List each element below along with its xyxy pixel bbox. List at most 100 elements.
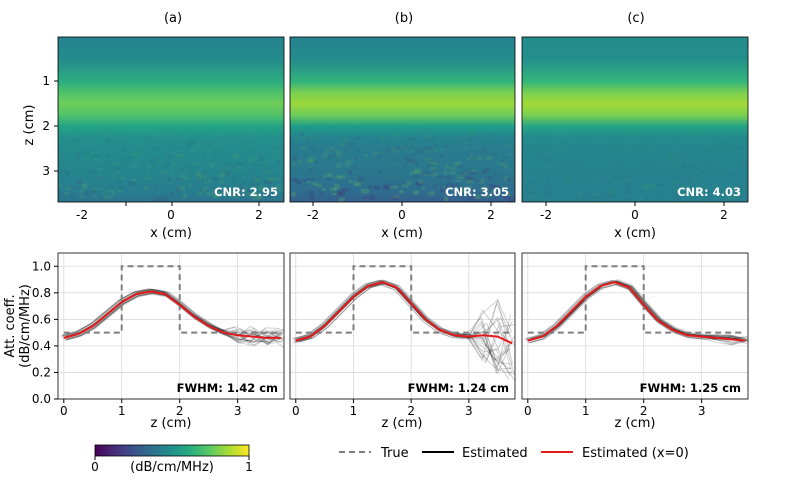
speckle-a-76 bbox=[249, 193, 254, 197]
speckle-c-159 bbox=[652, 139, 656, 142]
speckle-b-92 bbox=[425, 149, 430, 153]
speckle-c-30 bbox=[672, 194, 680, 198]
speckle-b-228 bbox=[379, 150, 387, 154]
speckle-c-168 bbox=[672, 126, 677, 130]
x-tick-a-1: 0 bbox=[167, 208, 175, 222]
speckle-a-230 bbox=[239, 134, 247, 137]
speckle-c-147 bbox=[620, 149, 626, 154]
speckle-c-4 bbox=[522, 192, 530, 198]
speckle-a-156 bbox=[84, 135, 87, 138]
speckle-c-76 bbox=[589, 181, 593, 184]
speckle-b-118 bbox=[489, 152, 497, 156]
speckle-a-147 bbox=[182, 177, 191, 180]
speckle-b-212 bbox=[466, 177, 475, 181]
speckle-c-53 bbox=[734, 195, 742, 199]
heatmap-frame-a bbox=[57, 36, 285, 203]
speckle-a-115 bbox=[197, 141, 202, 143]
speckle-a-246 bbox=[116, 165, 122, 170]
estimated-curve-a-16 bbox=[64, 293, 283, 346]
speckle-b-26 bbox=[315, 132, 322, 137]
speckle-b-135 bbox=[313, 160, 318, 164]
speckle-a-59 bbox=[175, 177, 184, 181]
speckle-b-197 bbox=[353, 165, 358, 170]
x-axis-label-b: x (cm) bbox=[381, 226, 423, 241]
line-x-tick-a-3: 3 bbox=[234, 404, 242, 418]
fwhm-label-a: FWHM: 1.42 cm bbox=[177, 381, 278, 395]
line-y-tick-a-2: 0.4 bbox=[32, 339, 51, 353]
line-x-tick-b-3: 3 bbox=[465, 404, 473, 418]
speckle-b-116 bbox=[306, 177, 314, 181]
line-x-tick-c-3: 3 bbox=[698, 404, 706, 418]
speckle-c-83 bbox=[583, 150, 590, 154]
speckle-c-254 bbox=[654, 152, 659, 155]
speckle-a-175 bbox=[76, 128, 79, 132]
line-panel-a: FWHM: 1.42 cm z (cm) Att. coeff. (dB/cm/MHz… bbox=[3, 252, 285, 431]
speckle-b-22 bbox=[445, 176, 453, 179]
speckle-c-220 bbox=[590, 126, 594, 128]
speckle-a-4 bbox=[235, 192, 242, 198]
speckle-a-163 bbox=[102, 149, 107, 153]
speckle-b-67 bbox=[469, 133, 475, 137]
y-tick-a-0: 1 bbox=[42, 74, 50, 88]
line-frame-a bbox=[57, 252, 285, 400]
speckle-b-105 bbox=[383, 184, 392, 189]
speckle-b-184 bbox=[391, 196, 399, 200]
speckle-a-225 bbox=[158, 173, 164, 177]
panel-label-c: (c) bbox=[627, 11, 644, 26]
speckle-b-236 bbox=[413, 174, 417, 179]
speckle-b-7 bbox=[319, 191, 323, 195]
speckle-a-214 bbox=[213, 193, 221, 198]
speckle-b-229 bbox=[420, 150, 424, 155]
speckle-c-165 bbox=[606, 187, 615, 190]
speckle-a-210 bbox=[218, 190, 225, 193]
speckle-a-252 bbox=[89, 189, 97, 194]
speckle-b-201 bbox=[465, 179, 474, 184]
speckle-c-217 bbox=[605, 170, 612, 172]
speckle-c-154 bbox=[622, 194, 629, 197]
speckle-a-158 bbox=[151, 137, 155, 140]
speckle-c-44 bbox=[719, 155, 723, 158]
speckle-b-115 bbox=[354, 180, 362, 186]
speckle-c-119 bbox=[538, 178, 542, 183]
speckle-c-170 bbox=[634, 163, 640, 166]
speckle-a-196 bbox=[221, 157, 227, 161]
speckle-b-181 bbox=[300, 132, 304, 136]
line-y-tick-a-0: 0.0 bbox=[32, 392, 51, 406]
heatmap-image-c bbox=[522, 37, 748, 202]
speckle-c-230 bbox=[590, 175, 597, 180]
speckle-a-205 bbox=[65, 171, 70, 177]
speckle-a-48 bbox=[75, 138, 81, 142]
speckle-a-206 bbox=[110, 133, 114, 138]
speckle-c-21 bbox=[727, 196, 733, 199]
speckle-c-199 bbox=[626, 191, 631, 194]
speckle-a-180 bbox=[132, 178, 136, 181]
speckle-texture-b bbox=[290, 132, 514, 203]
speckle-b-164 bbox=[493, 185, 500, 190]
speckle-a-12 bbox=[174, 149, 180, 155]
speckle-c-2 bbox=[602, 150, 609, 154]
speckle-a-146 bbox=[264, 179, 272, 184]
speckle-c-162 bbox=[685, 159, 693, 163]
speckle-c-252 bbox=[593, 156, 597, 158]
speckle-a-49 bbox=[276, 160, 282, 164]
speckle-a-121 bbox=[168, 171, 175, 176]
speckle-a-139 bbox=[253, 177, 261, 183]
speckle-c-67 bbox=[728, 187, 735, 192]
speckle-c-137 bbox=[640, 153, 648, 156]
speckle-c-174 bbox=[627, 182, 632, 188]
line-y-tick-a-5: 1.0 bbox=[32, 259, 51, 273]
speckle-a-19 bbox=[252, 192, 261, 198]
speckle-b-128 bbox=[411, 153, 416, 157]
speckle-a-186 bbox=[111, 191, 115, 197]
true-profile-c bbox=[527, 265, 746, 334]
speckle-b-10 bbox=[378, 150, 383, 154]
speckle-a-241 bbox=[187, 140, 195, 144]
speckle-a-87 bbox=[277, 126, 283, 129]
speckle-b-3 bbox=[334, 154, 342, 158]
speckle-b-219 bbox=[291, 192, 296, 197]
speckle-b-146 bbox=[416, 181, 421, 187]
speckle-c-132 bbox=[564, 177, 572, 182]
speckle-b-175 bbox=[460, 173, 467, 177]
speckle-c-153 bbox=[541, 150, 548, 154]
speckle-a-244 bbox=[188, 165, 193, 171]
